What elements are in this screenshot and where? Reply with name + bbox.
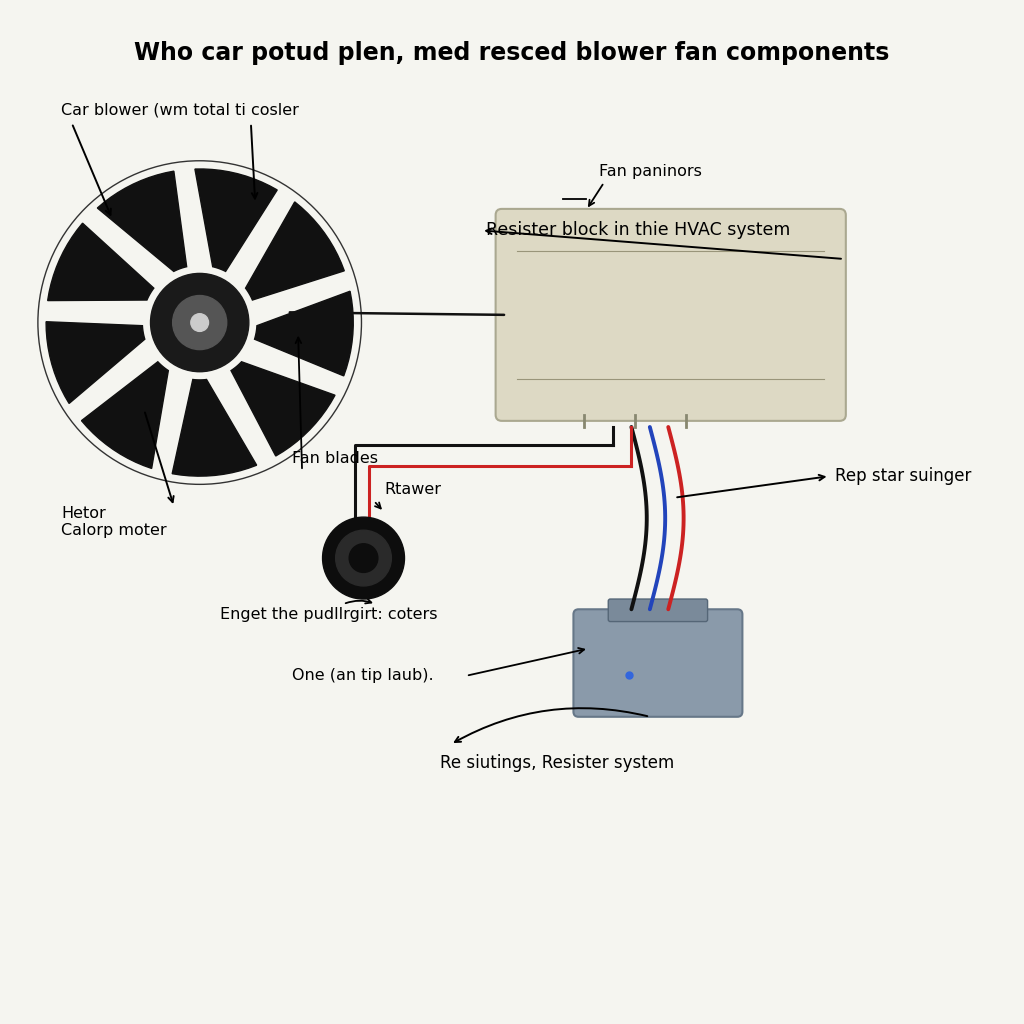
Text: Who car potud plen, med resced blower fan components: Who car potud plen, med resced blower fa…: [134, 41, 890, 65]
Polygon shape: [231, 361, 335, 456]
Polygon shape: [172, 380, 257, 476]
Text: One (an tip laub).: One (an tip laub).: [292, 669, 433, 683]
Text: Fan paninors: Fan paninors: [599, 164, 701, 179]
Polygon shape: [246, 202, 344, 300]
Text: Car blower (wm total ti cosler: Car blower (wm total ti cosler: [61, 102, 299, 118]
Circle shape: [349, 544, 378, 572]
Text: Re siutings, Resister system: Re siutings, Resister system: [440, 754, 675, 772]
Text: Resister block in thie HVAC system: Resister block in thie HVAC system: [486, 221, 791, 240]
Text: Fan blades: Fan blades: [292, 451, 378, 466]
FancyBboxPatch shape: [608, 599, 708, 622]
Polygon shape: [48, 223, 154, 301]
Circle shape: [151, 273, 249, 372]
FancyBboxPatch shape: [573, 609, 742, 717]
Circle shape: [190, 313, 209, 332]
Circle shape: [336, 530, 391, 586]
Polygon shape: [46, 322, 144, 403]
FancyBboxPatch shape: [496, 209, 846, 421]
Polygon shape: [97, 171, 186, 271]
Circle shape: [173, 296, 226, 349]
Text: Hetor
Calorp moter: Hetor Calorp moter: [61, 506, 167, 539]
Text: Rep star suinger: Rep star suinger: [835, 467, 971, 485]
Polygon shape: [82, 361, 168, 468]
Polygon shape: [195, 169, 278, 271]
Polygon shape: [255, 291, 353, 376]
Circle shape: [323, 517, 404, 599]
Text: Rtawer: Rtawer: [384, 481, 441, 497]
Text: Enget the pudllrgirt: coters: Enget the pudllrgirt: coters: [220, 607, 437, 622]
